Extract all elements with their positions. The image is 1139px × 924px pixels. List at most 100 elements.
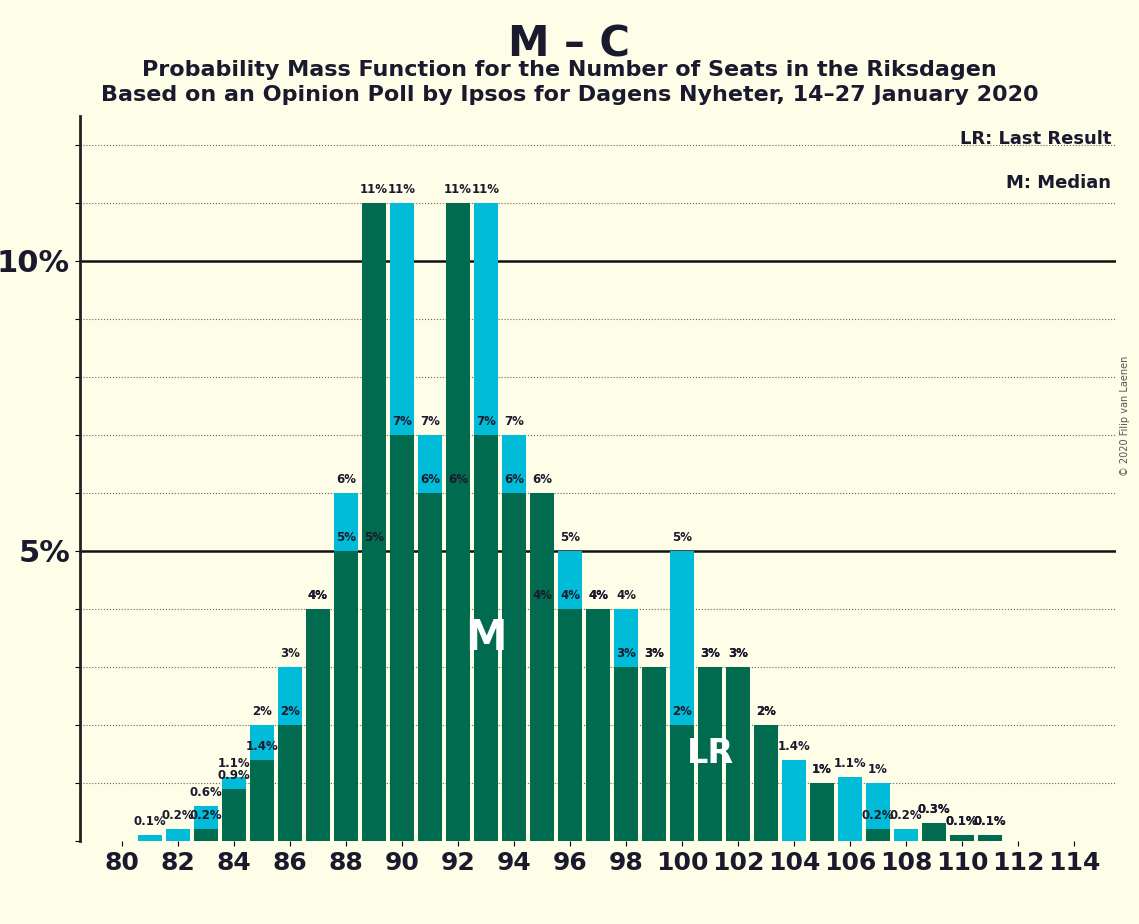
Bar	[727, 667, 749, 841]
Text: 2%: 2%	[252, 705, 272, 718]
Text: 6%: 6%	[532, 473, 552, 486]
Bar	[558, 609, 582, 841]
Text: 0.1%: 0.1%	[945, 815, 978, 828]
Bar	[194, 829, 218, 841]
Text: 11%: 11%	[472, 183, 500, 196]
Text: Probability Mass Function for the Number of Seats in the Riksdagen: Probability Mass Function for the Number…	[142, 60, 997, 80]
Bar	[362, 551, 386, 841]
Bar	[418, 434, 442, 841]
Bar	[390, 434, 413, 841]
Bar	[642, 667, 666, 841]
Bar	[138, 835, 162, 841]
Text: 3%: 3%	[728, 647, 748, 660]
Text: 3%: 3%	[700, 647, 720, 660]
Text: 7%: 7%	[503, 415, 524, 428]
Text: 1%: 1%	[812, 763, 831, 776]
Bar	[670, 724, 694, 841]
Text: 5%: 5%	[560, 530, 580, 543]
Text: 4%: 4%	[532, 589, 552, 602]
Bar	[530, 609, 554, 841]
Bar	[334, 551, 358, 841]
Text: 1.1%: 1.1%	[218, 757, 251, 770]
Text: 0.1%: 0.1%	[945, 815, 978, 828]
Bar	[838, 777, 862, 841]
Text: 3%: 3%	[728, 647, 748, 660]
Text: 0.3%: 0.3%	[918, 804, 950, 817]
Bar	[923, 823, 947, 841]
Bar	[894, 829, 918, 841]
Bar	[222, 788, 246, 841]
Text: 3%: 3%	[644, 647, 664, 660]
Bar	[306, 609, 330, 841]
Bar	[642, 667, 666, 841]
Text: LR: LR	[687, 737, 734, 771]
Bar	[866, 829, 890, 841]
Bar	[502, 434, 526, 841]
Bar	[614, 609, 638, 841]
Bar	[614, 667, 638, 841]
Bar	[810, 783, 834, 841]
Text: 4%: 4%	[308, 589, 328, 602]
Text: 0.6%: 0.6%	[189, 786, 222, 799]
Bar	[446, 202, 469, 841]
Text: 2%: 2%	[756, 705, 776, 718]
Text: 4%: 4%	[588, 589, 608, 602]
Text: M: Median: M: Median	[1006, 174, 1111, 191]
Text: 1.4%: 1.4%	[778, 739, 811, 753]
Text: 4%: 4%	[560, 589, 580, 602]
Bar	[727, 667, 749, 841]
Text: 4%: 4%	[616, 589, 636, 602]
Text: 0.2%: 0.2%	[862, 809, 894, 822]
Bar	[306, 609, 330, 841]
Text: 0.2%: 0.2%	[189, 809, 222, 822]
Text: 2%: 2%	[280, 705, 300, 718]
Text: 11%: 11%	[444, 183, 472, 196]
Bar	[950, 835, 974, 841]
Text: 1.4%: 1.4%	[245, 739, 278, 753]
Text: © 2020 Filip van Laenen: © 2020 Filip van Laenen	[1120, 356, 1130, 476]
Text: 2%: 2%	[756, 705, 776, 718]
Bar	[502, 492, 526, 841]
Text: 5%: 5%	[363, 530, 384, 543]
Bar	[670, 551, 694, 841]
Text: 11%: 11%	[360, 183, 388, 196]
Bar	[698, 667, 722, 841]
Bar	[558, 551, 582, 841]
Bar	[278, 667, 302, 841]
Text: 0.9%: 0.9%	[218, 769, 251, 782]
Bar	[474, 202, 498, 841]
Bar	[587, 609, 609, 841]
Text: 4%: 4%	[308, 589, 328, 602]
Bar	[222, 777, 246, 841]
Text: 1%: 1%	[868, 763, 888, 776]
Text: 5%: 5%	[672, 530, 693, 543]
Text: Based on an Opinion Poll by Ipsos for Dagens Nyheter, 14–27 January 2020: Based on an Opinion Poll by Ipsos for Da…	[100, 85, 1039, 105]
Text: 3%: 3%	[616, 647, 636, 660]
Bar	[390, 202, 413, 841]
Bar	[950, 835, 974, 841]
Text: 0.1%: 0.1%	[133, 815, 166, 828]
Text: 6%: 6%	[336, 473, 355, 486]
Bar	[446, 492, 469, 841]
Bar	[810, 783, 834, 841]
Bar	[194, 806, 218, 841]
Bar	[698, 667, 722, 841]
Text: 5%: 5%	[336, 530, 355, 543]
Text: 3%: 3%	[280, 647, 300, 660]
Bar	[754, 724, 778, 841]
Bar	[474, 434, 498, 841]
Bar	[249, 724, 273, 841]
Text: 3%: 3%	[700, 647, 720, 660]
Text: 0.1%: 0.1%	[974, 815, 1007, 828]
Text: 7%: 7%	[476, 415, 495, 428]
Text: 6%: 6%	[503, 473, 524, 486]
Text: M – C: M – C	[508, 23, 631, 65]
Text: 7%: 7%	[392, 415, 412, 428]
Text: 6%: 6%	[448, 473, 468, 486]
Text: 7%: 7%	[420, 415, 440, 428]
Text: 1%: 1%	[812, 763, 831, 776]
Text: 0.2%: 0.2%	[890, 809, 923, 822]
Bar	[923, 823, 947, 841]
Bar	[334, 492, 358, 841]
Text: LR: Last Result: LR: Last Result	[959, 130, 1111, 148]
